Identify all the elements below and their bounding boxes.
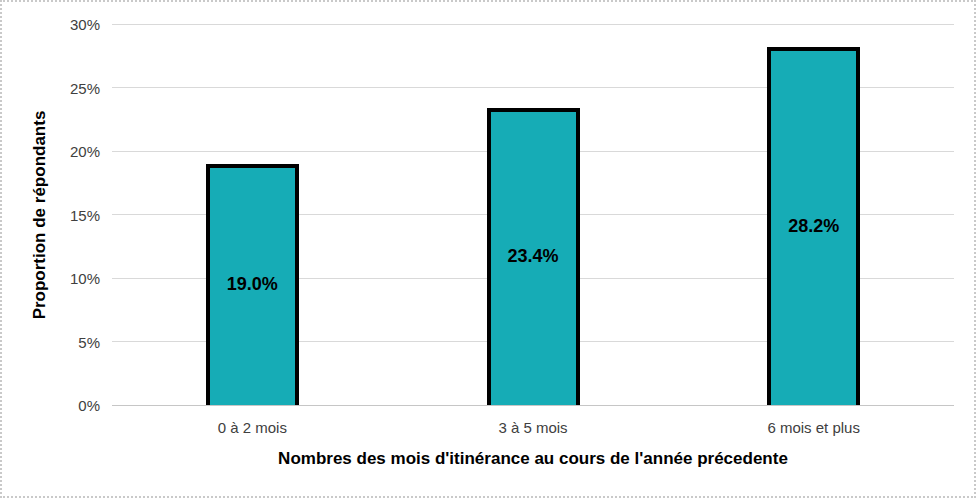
bar-value-label: 28.2% — [788, 215, 839, 236]
y-tick-label: 15% — [42, 207, 100, 222]
bar-value-label: 19.0% — [227, 274, 278, 295]
x-category-label: 3 à 5 mois — [498, 419, 567, 436]
y-axis-title: Proportion de répondants — [30, 110, 50, 319]
y-tick-label: 30% — [42, 17, 100, 32]
x-category-label: 0 à 2 mois — [218, 419, 287, 436]
y-tick-label: 25% — [42, 80, 100, 95]
y-tick-label: 5% — [42, 334, 100, 349]
y-tick-label: 10% — [42, 271, 100, 286]
bar-chart-figure: 0% 5% 10% 15% 20% 25% 30% 19.0% 23.4% 28.2% 0 à … — [0, 0, 976, 498]
gridline — [112, 24, 954, 25]
x-category-label: 6 mois et plus — [767, 419, 860, 436]
x-axis-title: Nombres des mois d'itinérance au cours d… — [278, 449, 788, 469]
plot-area: 0% 5% 10% 15% 20% 25% 30% 19.0% 23.4% 28.2% 0 à … — [2, 2, 976, 498]
y-tick-label: 20% — [42, 144, 100, 159]
y-tick-label: 0% — [42, 398, 100, 413]
bar-value-label: 23.4% — [507, 246, 558, 267]
